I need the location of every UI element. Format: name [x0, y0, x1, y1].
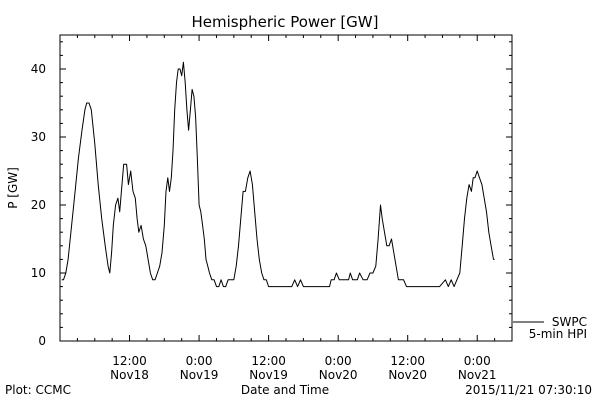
y-axis-ticks: 0 10 20 30 40	[31, 41, 512, 348]
plot-frame	[59, 34, 513, 342]
x-tick-label-time: 0:00	[464, 354, 491, 368]
y-tick-label: 20	[31, 198, 46, 212]
legend-label-swpc: SWPC	[552, 315, 587, 329]
y-tick-label: 40	[31, 62, 46, 76]
x-tick-label-date: Nov19	[249, 368, 288, 382]
y-tick-label: 10	[31, 266, 46, 280]
legend: SWPC 5-min HPI	[513, 315, 587, 341]
x-tick-label-date: Nov20	[319, 368, 358, 382]
x-tick-label-time: 12:00	[112, 354, 147, 368]
x-tick-label-time: 12:00	[390, 354, 425, 368]
plot-credit: Plot: CCMC	[5, 383, 71, 397]
y-axis-label: P [GW]	[6, 167, 20, 209]
x-tick-label-time: 0:00	[325, 354, 352, 368]
x-tick-label-date: Nov19	[180, 368, 219, 382]
y-tick-label: 30	[31, 130, 46, 144]
x-tick-label-date: Nov18	[110, 368, 149, 382]
x-tick-label-time: 0:00	[186, 354, 213, 368]
legend-label-hpi: 5-min HPI	[529, 327, 587, 341]
plot-timestamp: 2015/11/21 07:30:10	[465, 383, 592, 397]
chart-title: Hemispheric Power [GW]	[192, 13, 379, 31]
series-layer	[61, 61, 495, 288]
x-tick-label-date: Nov21	[458, 368, 497, 382]
series-line-swpc	[61, 61, 495, 288]
x-axis-ticks: 12:00Nov180:00Nov1912:00Nov190:00Nov2012…	[76, 35, 513, 382]
x-axis-label: Date and Time	[241, 383, 329, 397]
x-tick-label-date: Nov20	[388, 368, 427, 382]
x-tick-label-time: 12:00	[251, 354, 286, 368]
y-tick-label: 0	[38, 334, 46, 348]
